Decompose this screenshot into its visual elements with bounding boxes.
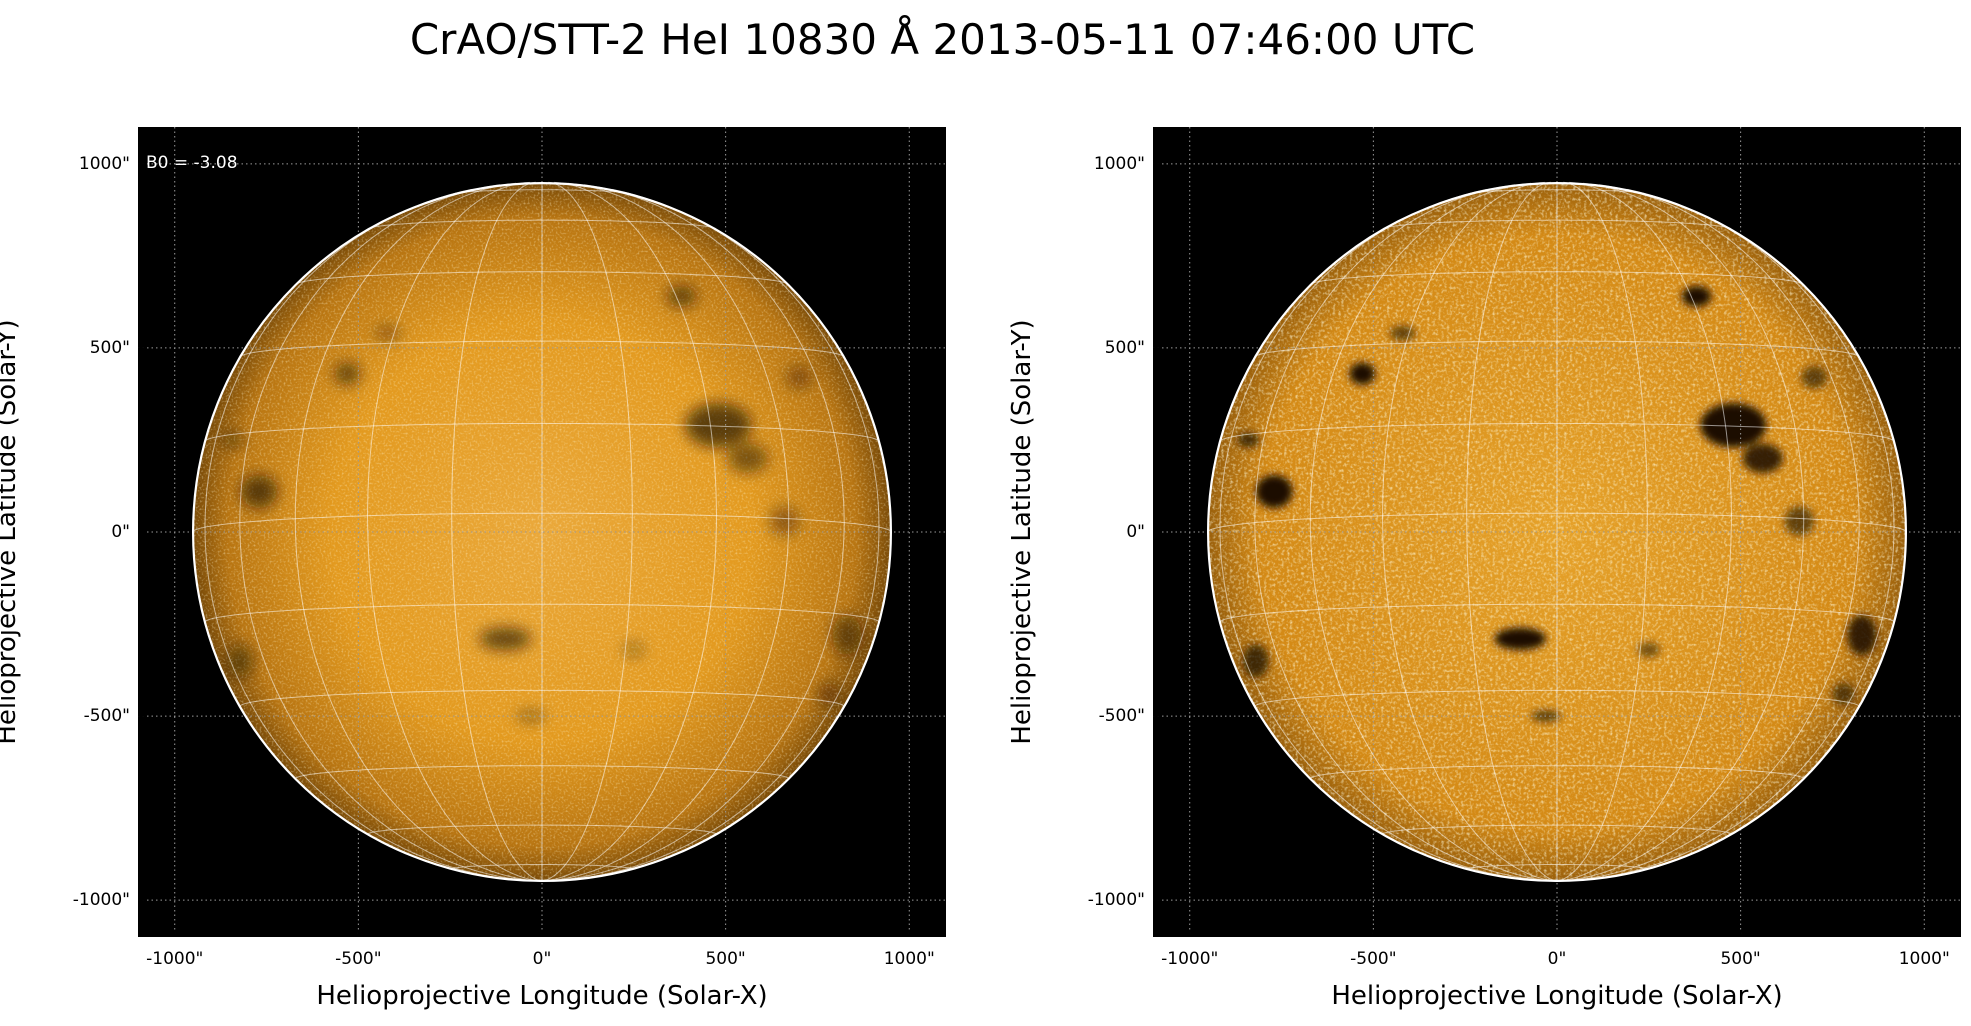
longitude-line bbox=[366, 181, 543, 882]
longitude-line bbox=[1556, 181, 1648, 882]
longitude-line bbox=[294, 182, 543, 882]
solar-limb bbox=[1206, 181, 1908, 883]
longitude-line bbox=[204, 188, 543, 882]
longitude-line bbox=[541, 184, 845, 882]
left-x-axis-label: Helioprojective Longitude (Solar-X) bbox=[316, 981, 768, 1011]
dark-feature-14 bbox=[1637, 642, 1660, 658]
longitude-line bbox=[541, 182, 790, 882]
y-tick-label: 1000" bbox=[78, 153, 130, 174]
longitude-line bbox=[1309, 182, 1558, 882]
dark-feature-10 bbox=[1389, 325, 1416, 341]
dark-feature-2 bbox=[1700, 403, 1767, 448]
longitude-line bbox=[1556, 184, 1860, 882]
dark-feature-8 bbox=[1832, 682, 1855, 706]
y-tick-label: -500" bbox=[1098, 706, 1145, 727]
y-tick-label: 500" bbox=[89, 337, 130, 358]
dark-feature-0 bbox=[1681, 286, 1712, 307]
y-tick-label: -1000" bbox=[1087, 890, 1145, 911]
dark-feature-6 bbox=[1494, 627, 1546, 650]
dark-feature-5 bbox=[222, 432, 245, 448]
longitude-line bbox=[541, 181, 718, 882]
longitude-line bbox=[1556, 182, 1805, 882]
right-map-panel: 1000" 500" 0" -500" -1000" -1000" -500" 0" 500"… bbox=[1007, 127, 1961, 1011]
y-tick-label: 0" bbox=[111, 522, 130, 542]
longitude-line bbox=[1381, 181, 1558, 882]
dark-feature-12 bbox=[1242, 644, 1269, 678]
dark-feature-13 bbox=[1784, 506, 1815, 536]
y-tick-label: 0" bbox=[1126, 522, 1145, 542]
dark-feature-3 bbox=[1742, 443, 1783, 474]
x-tick-label: -500" bbox=[1350, 949, 1397, 969]
longitude-line bbox=[1219, 188, 1558, 882]
x-tick-label: 500" bbox=[705, 949, 746, 969]
dark-feature-11 bbox=[786, 366, 812, 389]
dark-feature-7 bbox=[1847, 614, 1877, 656]
y-tick-label: 1000" bbox=[1093, 153, 1145, 174]
y-tick-label: 500" bbox=[1104, 337, 1145, 358]
longitude-line bbox=[451, 181, 543, 882]
dark-feature-4 bbox=[1255, 474, 1293, 509]
x-tick-label: 500" bbox=[1720, 949, 1761, 969]
dark-feature-13 bbox=[769, 506, 800, 536]
right-solar-disk-image bbox=[1153, 127, 1961, 937]
x-tick-label: -1000" bbox=[146, 949, 204, 969]
y-tick-label: -500" bbox=[83, 706, 130, 727]
right-y-axis-label: Helioprojective Latitude (Solar-Y) bbox=[1007, 319, 1037, 745]
longitude-line bbox=[541, 188, 880, 882]
left-solar-map bbox=[138, 127, 946, 937]
dark-feature-12 bbox=[227, 644, 254, 678]
longitude-line bbox=[1556, 181, 1733, 882]
x-tick-label: -1000" bbox=[1161, 949, 1219, 969]
dark-feature-2 bbox=[685, 403, 752, 448]
longitude-line bbox=[239, 184, 543, 882]
left-y-axis-label: Helioprojective Latitude (Solar-Y) bbox=[0, 319, 22, 745]
left-map-panel: B0 = -3.08 1000" 500" 0" -500" -1000" -1000"… bbox=[0, 127, 946, 1011]
y-tick-label: -1000" bbox=[72, 890, 130, 911]
left-solar-disk-image bbox=[138, 127, 946, 937]
right-solar-map bbox=[1153, 127, 1961, 937]
x-tick-label: 0" bbox=[532, 949, 552, 969]
dark-feature-14 bbox=[622, 642, 645, 658]
dark-feature-0 bbox=[666, 286, 697, 307]
x-tick-label: 0" bbox=[1547, 949, 1567, 969]
solar-limb bbox=[191, 181, 893, 883]
dark-feature-11 bbox=[1801, 366, 1827, 389]
longitude-line bbox=[1556, 188, 1895, 882]
b0-annotation: B0 = -3.08 bbox=[146, 153, 238, 173]
dark-feature-1 bbox=[334, 362, 361, 385]
x-tick-label: 1000" bbox=[883, 949, 935, 969]
dark-feature-4 bbox=[240, 474, 278, 509]
right-x-axis-label: Helioprojective Longitude (Solar-X) bbox=[1331, 981, 1783, 1011]
x-tick-label: 1000" bbox=[1898, 949, 1950, 969]
x-tick-label: -500" bbox=[335, 949, 382, 969]
dark-feature-8 bbox=[817, 682, 840, 706]
dark-feature-10 bbox=[374, 325, 401, 341]
figure-title: CrAO/STT-2 HeI 10830 Å 2013-05-11 07:46:… bbox=[409, 15, 1476, 64]
dark-feature-6 bbox=[479, 627, 531, 650]
dark-feature-1 bbox=[1349, 362, 1376, 385]
dark-feature-3 bbox=[727, 443, 768, 474]
longitude-line bbox=[1466, 181, 1558, 882]
longitude-line bbox=[541, 181, 633, 882]
dark-feature-7 bbox=[832, 614, 862, 656]
dark-feature-5 bbox=[1237, 432, 1260, 448]
longitude-line bbox=[1254, 184, 1558, 882]
